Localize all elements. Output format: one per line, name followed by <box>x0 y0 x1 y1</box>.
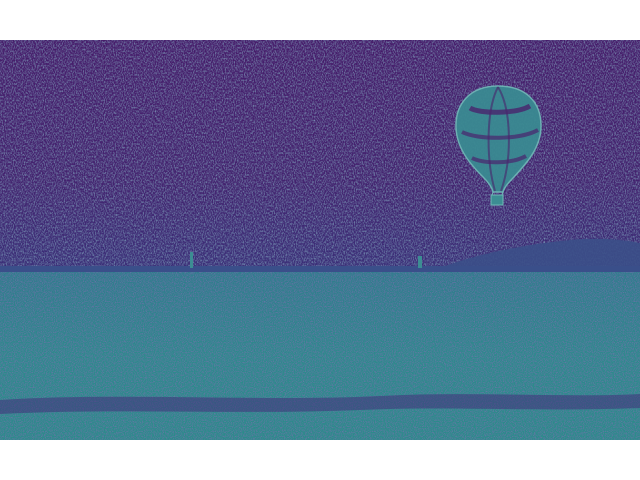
field-texture <box>0 272 640 440</box>
horizon-post-right <box>418 256 422 268</box>
horizon-post-left <box>190 252 193 268</box>
balloon-photo <box>0 40 640 440</box>
balloon-basket <box>491 195 503 205</box>
sky-texture <box>0 40 640 272</box>
